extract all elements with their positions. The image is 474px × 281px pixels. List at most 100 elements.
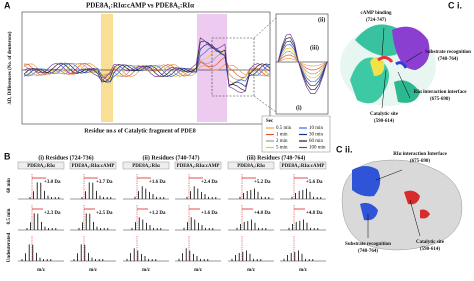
annotation: (748-764) (358, 249, 378, 254)
column-header-box (17, 161, 65, 170)
row-label: 60 min (7, 178, 12, 193)
inset-trace (277, 51, 328, 75)
shift-label: +4.8 Da (306, 211, 323, 216)
inset-trace (277, 33, 328, 94)
trace (23, 49, 271, 83)
callout-line (405, 51, 423, 63)
y-axis-label: ΔD, Differences (No. of deuterons) (8, 31, 13, 104)
highlight-region (395, 61, 408, 69)
annotation: RIα interaction interface (413, 90, 467, 95)
trace (23, 37, 271, 94)
legend-label: 5 min (276, 146, 288, 151)
row-label: 0.5 min (7, 208, 12, 224)
inset-trace (277, 44, 328, 83)
shift-label: +2.5 Da (96, 211, 113, 216)
inset-frame (275, 13, 329, 115)
helix-region (355, 24, 404, 56)
helix-region (392, 26, 430, 71)
panel-label: C ii. (336, 144, 353, 154)
legend-label: 1 min (276, 133, 288, 138)
annotation: Substrate recognition (425, 50, 471, 55)
legend-label: 100 min (309, 146, 326, 151)
inset-label: (ii) (318, 16, 325, 23)
column-header-box (279, 161, 327, 170)
x-axis-label: m/z (89, 268, 98, 273)
group-title: (i) Residues (724-736) (38, 154, 93, 161)
column-header: PDE8A₁:RIα (132, 164, 160, 169)
shift-label: +3.7 Da (96, 180, 113, 185)
legend-label: 30 min (309, 133, 324, 138)
shift-label: +4.0 Da (254, 211, 271, 216)
annotation: (675-690) (430, 97, 450, 102)
surface-region (360, 202, 378, 221)
callout-line (375, 169, 403, 181)
column-header: PDE8A₁:RIα:cAMP (282, 164, 325, 169)
x-axis-label: m/z (37, 268, 46, 273)
column-header: PDE8A₁:RIα:cAMP (72, 164, 115, 169)
column-header: PDE8A₁:RIα (27, 164, 55, 169)
highlight-band (101, 14, 113, 122)
shift-label: +2.3 Da (44, 211, 61, 216)
column-header-box (227, 161, 275, 170)
zoom-box (211, 37, 255, 97)
highlight-region (377, 55, 394, 63)
annotation: (590-614) (420, 247, 440, 252)
callout-line (381, 69, 387, 109)
panel-label: B (4, 151, 11, 161)
zoom-connector (253, 95, 277, 113)
annotation: RIα interaction Interface (393, 152, 447, 157)
annotation: cAMP binding (361, 11, 392, 16)
annotation: (724-747) (366, 18, 386, 23)
surface-region (404, 190, 420, 205)
legend-label: 0.5 min (276, 126, 292, 131)
callout-line (397, 71, 411, 99)
protein-structure (340, 24, 436, 106)
column-header-box (122, 161, 170, 170)
shift-label: +3.0 Da (44, 180, 61, 185)
x-axis-label: m/z (194, 268, 203, 273)
annotation: Catalytic site (370, 112, 399, 117)
annotation: (590-614) (374, 119, 394, 124)
inset-trace (277, 47, 328, 79)
group-title: (ii) Residues (740-747) (143, 154, 200, 161)
inset-trace (277, 58, 328, 67)
inset-label: (i) (296, 104, 302, 111)
shift-label: +1.2 Da (149, 211, 166, 216)
column-header-box (69, 161, 117, 170)
column-header: PDE8A₁:RIα:cAMP (177, 164, 220, 169)
group-title: (iii) Residues (748-764) (247, 154, 306, 161)
panel-label: C i. (448, 0, 462, 10)
x-axis-label: m/z (247, 268, 256, 273)
callout-line (409, 199, 421, 237)
surface-region (352, 166, 381, 197)
annotation: (675-690) (410, 159, 430, 164)
panel-label: A (4, 0, 11, 10)
inset-trace (277, 54, 328, 71)
shift-label: +1.6 Da (149, 180, 166, 185)
legend-label: 2 min (276, 139, 288, 144)
surface-region (420, 209, 430, 219)
callout-line (381, 27, 385, 57)
shift-label: +5.2 Da (254, 180, 271, 185)
shift-label: +5.6 Da (306, 180, 323, 185)
surface-structure (341, 159, 463, 251)
shift-label: +1.6 Da (201, 211, 218, 216)
panel-title: PDE8A₁:RIα:cAMP vs PDE8A₁:RIα (86, 2, 194, 10)
legend-title: Sec (266, 119, 274, 124)
zoom-connector (253, 17, 277, 39)
legend-label: 60 min (309, 139, 324, 144)
annotation: (748-764) (438, 57, 458, 62)
annotation: Catalytic site (416, 240, 445, 245)
shift-label: +2.4 Da (201, 180, 218, 185)
inset-trace (277, 40, 328, 87)
column-header: PDE8A₁:RIα (237, 164, 265, 169)
inset-trace (277, 37, 328, 91)
annotation: Substrate recognition (345, 242, 391, 247)
legend-label: 10 min (309, 126, 324, 131)
x-axis-label: m/z (299, 268, 308, 273)
inset-label: (iii) (310, 44, 319, 51)
x-axis-label: Residue no.s of Catalytic fragment of PD… (84, 128, 196, 134)
row-label: Undeuterated (7, 233, 12, 263)
x-axis-label: m/z (142, 268, 151, 273)
